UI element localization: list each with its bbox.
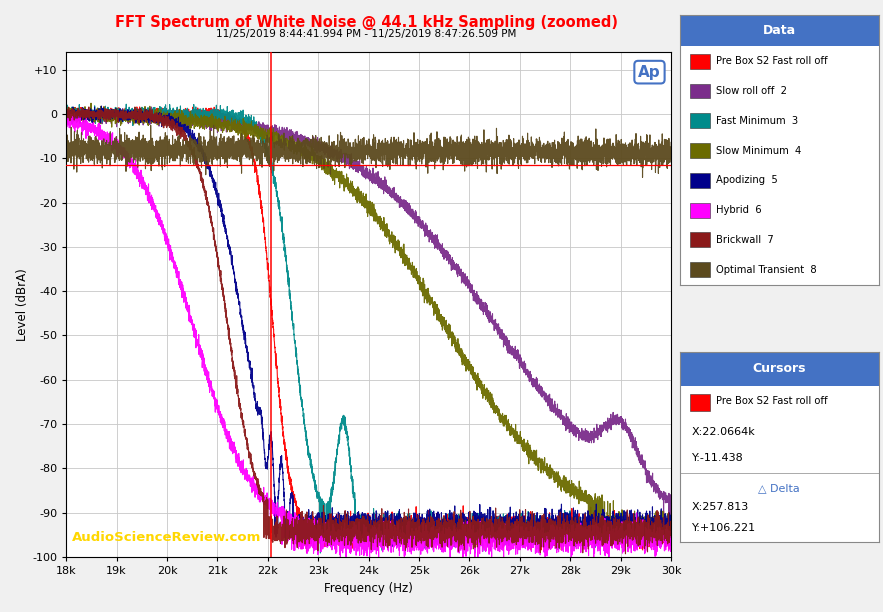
- Text: Pre Box S2 Fast roll off: Pre Box S2 Fast roll off: [715, 56, 827, 66]
- Bar: [690, 394, 710, 411]
- Text: Apodizing  5: Apodizing 5: [715, 175, 777, 185]
- Bar: [690, 84, 710, 99]
- Bar: [690, 233, 710, 247]
- Text: FFT Spectrum of White Noise @ 44.1 kHz Sampling (zoomed): FFT Spectrum of White Noise @ 44.1 kHz S…: [115, 15, 618, 31]
- Text: Ap: Ap: [638, 65, 660, 80]
- Bar: [690, 143, 710, 158]
- Text: 11/25/2019 8:44:41.994 PM - 11/25/2019 8:47:26.509 PM: 11/25/2019 8:44:41.994 PM - 11/25/2019 8…: [216, 29, 517, 39]
- Text: Cursors: Cursors: [752, 362, 806, 376]
- Text: Data: Data: [763, 24, 796, 37]
- Text: Y:-11.438: Y:-11.438: [692, 453, 743, 463]
- Text: Brickwall  7: Brickwall 7: [715, 235, 774, 245]
- Text: Y:+106.221: Y:+106.221: [692, 523, 756, 533]
- X-axis label: Frequency (Hz): Frequency (Hz): [324, 581, 413, 594]
- Text: AudioScienceReview.com: AudioScienceReview.com: [72, 531, 261, 544]
- Bar: [690, 203, 710, 217]
- Bar: [690, 54, 710, 69]
- Text: △ Delta: △ Delta: [758, 483, 800, 493]
- Text: Slow Minimum  4: Slow Minimum 4: [715, 146, 801, 155]
- Bar: [690, 173, 710, 188]
- Text: X:257.813: X:257.813: [692, 502, 749, 512]
- Text: Slow roll off  2: Slow roll off 2: [715, 86, 787, 96]
- Y-axis label: Level (dBrA): Level (dBrA): [17, 268, 29, 341]
- Text: Pre Box S2 Fast roll off: Pre Box S2 Fast roll off: [715, 396, 827, 406]
- Text: Hybrid  6: Hybrid 6: [715, 205, 761, 215]
- Bar: [680, 352, 879, 386]
- Text: Optimal Transient  8: Optimal Transient 8: [715, 264, 816, 275]
- Text: Fast Minimum  3: Fast Minimum 3: [715, 116, 798, 125]
- Bar: [690, 263, 710, 277]
- Bar: [690, 113, 710, 128]
- Bar: [680, 15, 879, 47]
- Text: X:22.0664k: X:22.0664k: [692, 427, 756, 436]
